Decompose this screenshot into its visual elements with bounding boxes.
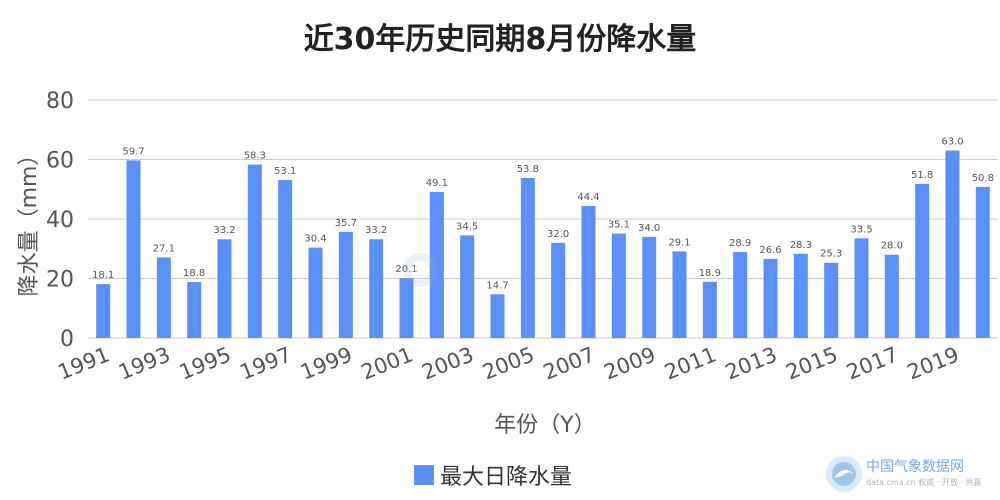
bar[interactable] [551, 242, 566, 338]
x-tick-label: 2019 [904, 342, 963, 384]
data-label: 58.3 [244, 151, 266, 162]
data-label: 27.1 [153, 243, 175, 254]
bar[interactable] [490, 294, 505, 338]
bar[interactable] [308, 247, 323, 338]
bar[interactable] [915, 183, 930, 338]
bar[interactable] [854, 238, 869, 338]
data-label: 25.3 [820, 249, 842, 260]
bar[interactable] [278, 180, 293, 338]
bar[interactable] [975, 186, 990, 338]
data-label: 26.6 [759, 245, 781, 256]
bar[interactable] [642, 236, 657, 338]
bar[interactable] [884, 254, 899, 338]
x-tick-label: 2003 [418, 342, 477, 384]
y-tick-label: 40 [46, 208, 74, 233]
data-label: 28.9 [729, 238, 751, 249]
data-label: 14.7 [486, 280, 508, 291]
data-label: 18.8 [183, 268, 205, 279]
bar[interactable] [399, 278, 414, 338]
data-label: 49.1 [426, 178, 448, 189]
x-tick-label: 1997 [236, 342, 295, 384]
bar[interactable] [126, 160, 141, 338]
bar[interactable] [945, 150, 960, 338]
x-tick-label: 2013 [722, 342, 781, 384]
y-tick-label: 0 [60, 327, 74, 352]
watermark-subtitle: data.cma.cn 权威 · 开放 · 共赢 [866, 478, 982, 487]
bar[interactable] [187, 282, 202, 338]
data-label: 33.2 [213, 225, 235, 236]
data-label: 32.0 [547, 229, 569, 240]
data-label: 33.2 [365, 225, 387, 236]
data-label: 35.1 [608, 220, 630, 231]
bar[interactable] [96, 284, 111, 338]
bar[interactable] [581, 205, 596, 338]
x-tick-label: 1999 [297, 342, 356, 384]
data-label: 20.1 [395, 264, 417, 275]
data-label: 29.1 [668, 237, 690, 248]
bar[interactable] [156, 257, 171, 338]
x-tick-label: 2001 [358, 342, 417, 384]
bar[interactable] [247, 164, 262, 338]
bar[interactable] [217, 239, 232, 338]
bar[interactable] [763, 258, 778, 338]
cma-logo-icon [826, 456, 862, 492]
x-tick-label: 2015 [782, 342, 841, 384]
data-label: 18.1 [92, 270, 114, 281]
data-label: 44.4 [577, 192, 599, 203]
x-tick-label: 2005 [479, 342, 538, 384]
data-label: 51.8 [911, 170, 933, 181]
bar[interactable] [733, 252, 748, 338]
data-label: 59.7 [122, 146, 144, 157]
bar[interactable] [460, 235, 475, 338]
data-label: 50.8 [972, 173, 994, 184]
data-label: 63.0 [941, 137, 963, 148]
x-axis-title: 年份（Y） [494, 413, 595, 438]
data-label: 33.5 [850, 224, 872, 235]
bar[interactable] [702, 281, 717, 338]
bar[interactable] [338, 231, 353, 338]
data-label: 18.9 [699, 268, 721, 279]
data-label: 30.4 [304, 234, 326, 245]
x-tick-label: 2007 [540, 342, 599, 384]
data-label: 53.1 [274, 166, 296, 177]
bar[interactable] [824, 262, 839, 338]
data-label: 35.7 [335, 218, 357, 229]
watermark: 中国气象数据网 data.cma.cn 权威 · 开放 · 共赢 [824, 452, 994, 496]
bar[interactable] [672, 251, 687, 338]
bar[interactable] [369, 239, 384, 338]
data-label: 34.5 [456, 221, 478, 232]
chart-title: 近30年历史同期8月份降水量 [303, 22, 697, 57]
data-label: 53.8 [517, 164, 539, 175]
bar[interactable] [520, 177, 535, 338]
data-label: 34.0 [638, 223, 660, 234]
legend-swatch [414, 465, 434, 485]
bar[interactable] [611, 233, 626, 338]
bar[interactable] [429, 191, 444, 338]
y-tick-label: 20 [46, 268, 74, 293]
y-tick-label: 60 [46, 149, 74, 174]
bar[interactable] [793, 253, 808, 338]
watermark-name: 中国气象数据网 [866, 459, 964, 475]
data-label: 28.0 [881, 241, 903, 252]
x-tick-label: 2011 [661, 342, 720, 384]
y-axis-title: 降水量（mm） [17, 144, 42, 297]
legend-label: 最大日降水量 [440, 465, 573, 490]
x-tick-label: 1993 [115, 342, 174, 384]
data-label: 28.3 [790, 240, 812, 251]
y-tick-label: 80 [46, 89, 74, 114]
x-tick-label: 2017 [843, 342, 902, 384]
center-watermark-icon [403, 253, 437, 287]
x-tick-label: 1995 [176, 342, 235, 384]
legend[interactable]: 最大日降水量 [414, 459, 572, 491]
x-tick-label: 2009 [600, 342, 659, 384]
